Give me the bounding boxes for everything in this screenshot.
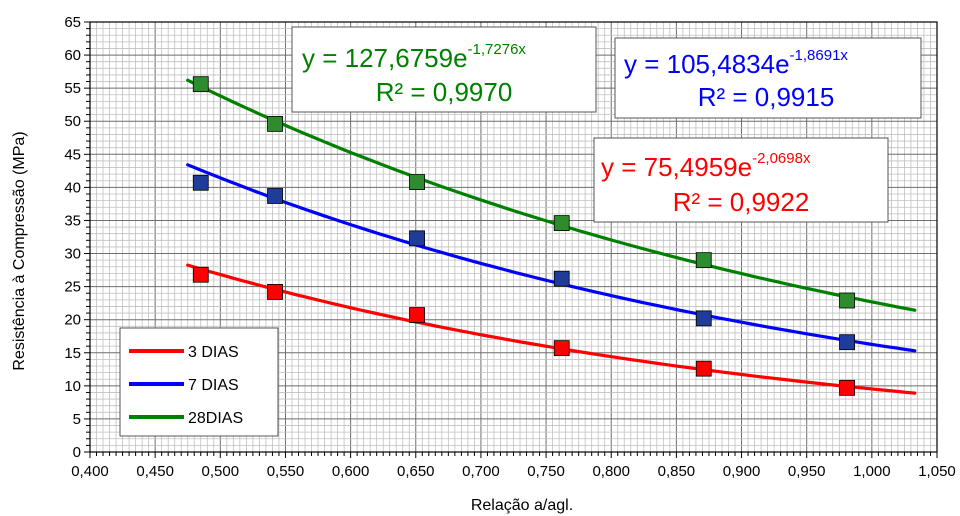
data-point-7dias	[695, 310, 712, 327]
equation-box-7dias-frame	[614, 37, 922, 119]
x-tick-label: 0,500	[202, 463, 240, 480]
x-tick-label: 1,050	[918, 463, 956, 480]
y-tick-label: 45	[64, 146, 81, 163]
data-point-28dias	[192, 76, 209, 93]
x-tick-label: 0,900	[723, 463, 761, 480]
r2-7dias: R² = 0,9915	[698, 82, 835, 112]
equation-28dias-exponent: -1,7276x	[468, 41, 527, 58]
data-point-3dias	[839, 379, 855, 396]
y-tick-label: 0	[73, 444, 81, 461]
equation-7dias-exponent: -1,8691x	[790, 47, 849, 64]
y-axis-tick-labels: 0 5 10 15 20 25 30 35 40 45 50 55 60 65	[64, 14, 81, 461]
data-point-3dias	[267, 284, 283, 300]
data-point-28dias	[553, 215, 570, 232]
markers-layer	[192, 76, 855, 396]
data-point-28dias	[695, 252, 712, 269]
equation-box-3dias-frame	[593, 137, 889, 223]
series-layer	[186, 78, 917, 395]
equation-7dias-base: y = 105,4834e	[624, 49, 790, 79]
data-point-28dias	[267, 115, 283, 132]
data-point-7dias	[409, 230, 425, 247]
equation-3dias: y = 75,4959e-2,0698x	[601, 150, 811, 182]
y-tick-label: 40	[64, 179, 81, 196]
data-point-3dias	[553, 340, 570, 357]
y-tick-label: 50	[64, 113, 81, 130]
equation-7dias: y = 105,4834e-1,8691x	[624, 47, 848, 79]
equation-box-3dias: y = 75,4959e-2,0698x R² = 0,9922	[593, 137, 889, 223]
legend-label-28dias: 28DIAS	[188, 410, 243, 427]
trendline-3dias	[186, 263, 917, 395]
y-tick-label: 65	[64, 14, 81, 31]
x-tick-label: 0,400	[71, 463, 109, 480]
data-point-7dias	[192, 174, 209, 191]
y-tick-label: 10	[64, 378, 81, 395]
x-tick-label: 0,650	[397, 463, 435, 480]
x-tick-label: 0,750	[527, 463, 565, 480]
legend-label-3dias: 3 DIAS	[188, 344, 239, 361]
x-tick-label: 0,700	[462, 463, 500, 480]
x-tick-label: 0,600	[332, 463, 370, 480]
trendline-28dias	[186, 78, 917, 312]
data-point-7dias	[839, 334, 855, 351]
r2-28dias: R² = 0,9970	[376, 77, 513, 107]
y-tick-label: 60	[64, 47, 81, 64]
y-tick-label: 15	[64, 345, 81, 362]
data-point-3dias	[695, 360, 712, 377]
x-axis-title: Relação a/agl.	[471, 497, 573, 514]
equation-28dias-base: y = 127,6759e	[302, 43, 468, 73]
equation-box-28dias-frame	[291, 26, 597, 113]
x-tick-label: 0,550	[267, 463, 305, 480]
data-point-28dias	[409, 174, 425, 190]
legend: 3 DIAS 7 DIAS 28DIAS	[119, 327, 279, 437]
data-point-7dias	[553, 270, 570, 287]
y-tick-label: 55	[64, 80, 81, 97]
axis-ticks	[84, 21, 938, 458]
x-tick-label: 0,850	[658, 463, 696, 480]
trendline-7dias	[186, 163, 917, 353]
data-point-7dias	[267, 188, 283, 204]
x-tick-label: 0,450	[136, 463, 174, 480]
data-point-28dias	[839, 292, 855, 309]
x-tick-label: 1,000	[853, 463, 891, 480]
y-tick-label: 30	[64, 246, 81, 263]
x-axis-tick-labels: 0,400 0,450 0,500 0,550 0,600 0,650 0,700 0,750…	[71, 463, 956, 480]
equation-3dias-exponent: -2,0698x	[752, 150, 811, 167]
y-tick-label: 35	[64, 212, 81, 229]
r2-3dias: R² = 0,9922	[673, 187, 810, 217]
x-tick-label: 0,950	[788, 463, 826, 480]
data-point-3dias	[192, 266, 209, 283]
y-tick-label: 5	[73, 411, 81, 428]
equation-3dias-base: y = 75,4959e	[601, 152, 752, 182]
data-point-3dias	[409, 307, 425, 323]
y-tick-label: 25	[64, 279, 81, 296]
equation-box-7dias: y = 105,4834e-1,8691x R² = 0,9915	[614, 37, 922, 119]
y-tick-label: 20	[64, 312, 81, 329]
equation-box-28dias: y = 127,6759e-1,7276x R² = 0,9970	[291, 26, 597, 113]
y-axis-title: Resistência à Compressão (MPa)	[11, 131, 28, 370]
equation-28dias: y = 127,6759e-1,7276x	[302, 41, 526, 73]
legend-label-7dias: 7 DIAS	[188, 377, 239, 394]
x-tick-label: 0,800	[592, 463, 630, 480]
